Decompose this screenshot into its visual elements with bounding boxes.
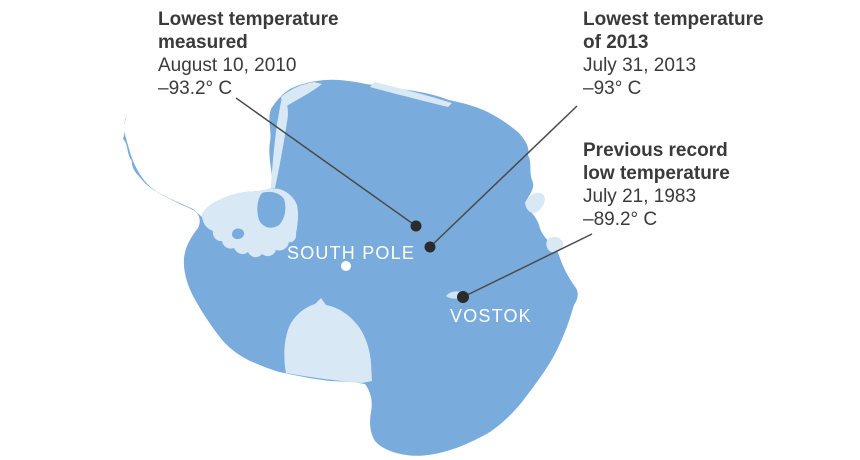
leader-line-lowest-2013 [429, 105, 578, 248]
annotation-heading: low temperature [583, 163, 730, 184]
annotation-heading: Lowest temperature [583, 9, 764, 30]
annotation-date: July 21, 1983 [583, 186, 697, 207]
annotation-heading: Lowest temperature [158, 9, 339, 30]
annotation-heading: measured [158, 32, 248, 53]
coastal-shelf-ridge-cap [281, 82, 322, 108]
annotation-temperature: –93.2° C [158, 78, 233, 99]
annotation-date: July 31, 2013 [583, 55, 697, 76]
marker-vostok [457, 291, 469, 303]
annotation-heading: of 2013 [583, 32, 649, 53]
leader-line-previous-record [462, 233, 593, 298]
annotation-temperature: –93° C [583, 78, 642, 99]
coastal-shelf-top-cap [370, 82, 452, 107]
annotation-lowest-2013: Lowest temperature of 2013 July 31, 2013… [583, 8, 764, 100]
label-vostok: VOSTOK [450, 306, 532, 326]
west-ice-shelf [546, 236, 564, 253]
annotation-heading: Previous record [583, 140, 728, 161]
coastal-shelf-left-strip [271, 95, 288, 188]
annotation-temperature: –89.2° C [583, 209, 658, 230]
annotation-date: August 10, 2010 [158, 55, 297, 76]
amery-ice-shelf [525, 192, 545, 213]
berkner-island [257, 191, 286, 228]
marker-south-pole [341, 261, 351, 271]
marker-lowest-2013 [424, 241, 436, 253]
annotation-previous-record: Previous record low temperature July 21,… [583, 139, 730, 231]
ronne-inner-island [232, 228, 245, 240]
leader-line-lowest-measured [235, 97, 417, 227]
annotation-lowest-measured: Lowest temperature measured August 10, 2… [158, 8, 339, 100]
ross-ice-shelf [284, 298, 372, 383]
label-south-pole: SOUTH POLE [287, 243, 416, 263]
marker-lowest-measured [410, 220, 422, 232]
